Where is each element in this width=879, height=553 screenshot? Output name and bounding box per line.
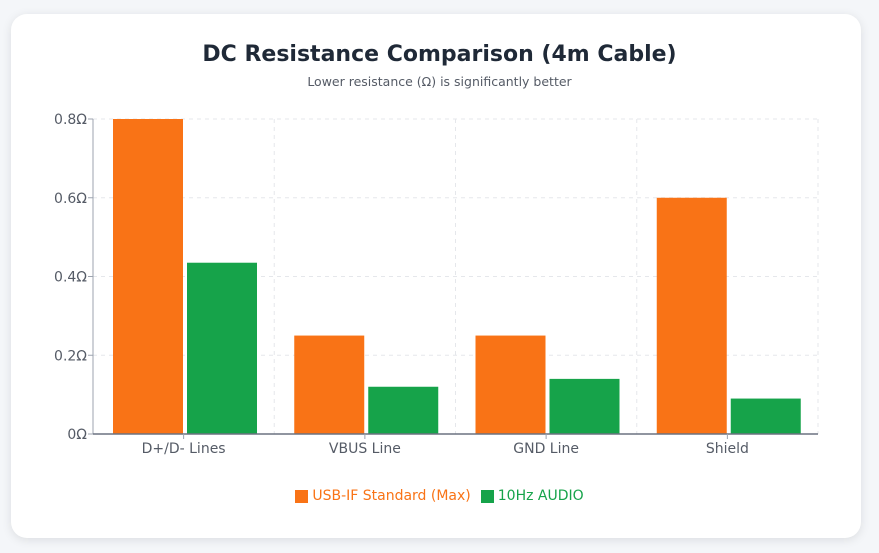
bar-usb-if-standard-max-shield [656, 197, 727, 434]
legend-swatch-usb-if [295, 489, 309, 503]
chart-title: DC Resistance Comparison (4m Cable) [202, 42, 677, 67]
x-tick-label-shield: Shield [706, 441, 749, 457]
legend-swatch-10hz-audio [480, 489, 494, 503]
bar-usb-if-standard-max-gnd-line [475, 335, 546, 434]
bar-10hz-audio-gnd-line [549, 378, 620, 434]
y-tick-label: 0.6Ω [54, 191, 87, 207]
chart-subtitle: Lower resistance (Ω) is significantly be… [307, 74, 572, 89]
chart-legend: USB-IF Standard (Max) 10Hz AUDIO [0, 488, 879, 504]
legend-item-usb-if[interactable]: USB-IF Standard (Max) [295, 488, 471, 504]
x-tick-label-vbus-line: VBUS Line [329, 441, 401, 457]
bar-usb-if-standard-max-d-d-lines [113, 119, 183, 434]
legend-item-10hz-audio[interactable]: 10Hz AUDIO [480, 488, 584, 504]
x-tick-label-d-d-lines: D+/D- Lines [142, 441, 226, 457]
bar-10hz-audio-d-d-lines [187, 262, 257, 434]
x-tick-label-gnd-line: GND Line [513, 441, 579, 457]
bar-10hz-audio-vbus-line [368, 386, 439, 434]
y-tick-label: 0Ω [67, 427, 87, 443]
bar-10hz-audio-shield [730, 398, 801, 434]
bar-usb-if-standard-max-vbus-line [294, 335, 365, 434]
legend-label-10hz-audio: 10Hz AUDIO [497, 488, 584, 504]
y-tick-label: 0.2Ω [54, 348, 87, 364]
y-tick-label: 0.8Ω [54, 112, 87, 128]
legend-label-usb-if: USB-IF Standard (Max) [312, 488, 471, 504]
y-tick-label: 0.4Ω [54, 270, 87, 286]
